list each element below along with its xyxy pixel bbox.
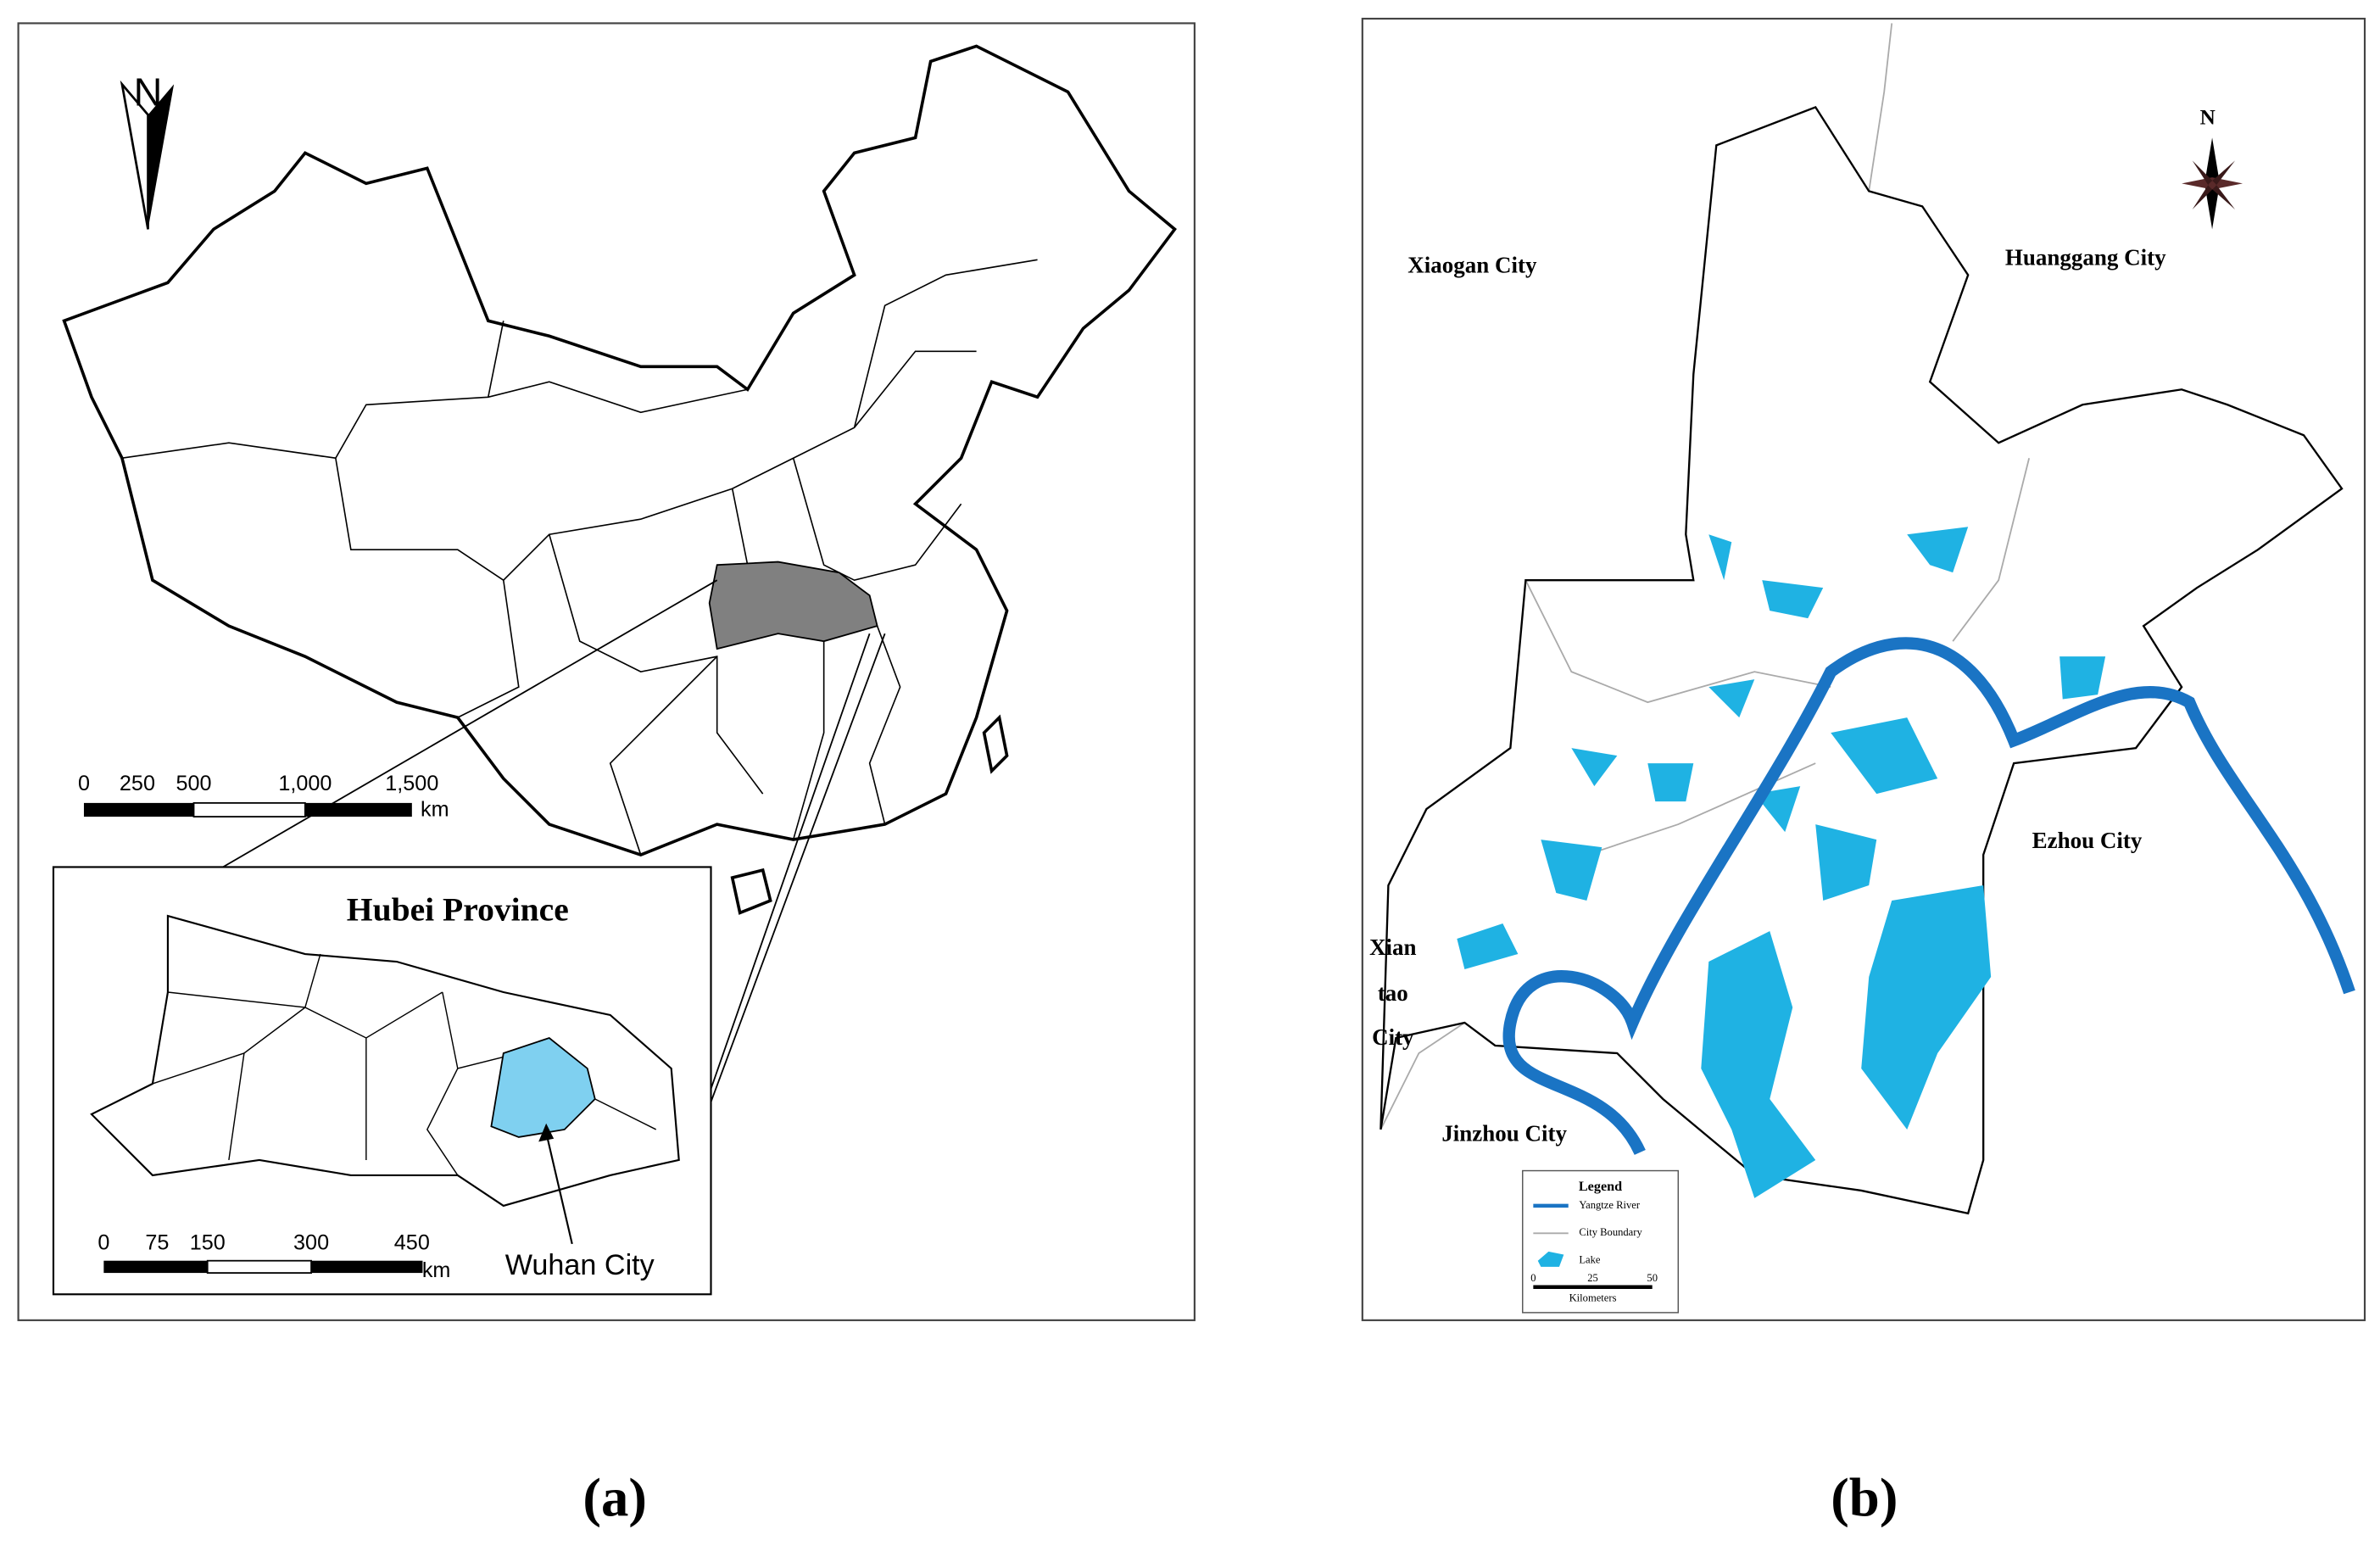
wuhan-highlight bbox=[490, 1036, 596, 1138]
place-label: Jinzhou City bbox=[1441, 1120, 1567, 1146]
panel-b: N Xiaogan City Huanggang City Ezhou City… bbox=[1361, 17, 2366, 1529]
map-shape bbox=[2192, 160, 2236, 209]
yangtze-river bbox=[1502, 637, 2355, 1156]
scale-label: 25 bbox=[1587, 1272, 1598, 1284]
wuhan-label: Wuhan City bbox=[505, 1249, 655, 1281]
legend-label: City Boundary bbox=[1579, 1226, 1642, 1238]
map-shape bbox=[1708, 534, 1732, 581]
scale-label: 0 bbox=[78, 772, 90, 795]
frame bbox=[1361, 17, 2366, 1321]
map-shape bbox=[335, 350, 977, 582]
map-shape bbox=[1815, 824, 1877, 901]
map-shape bbox=[683, 633, 871, 1169]
inset-scale-bar: 0 75 150 300 450 km bbox=[98, 1231, 450, 1282]
scale-unit: Kilometers bbox=[1569, 1292, 1617, 1304]
north-arrow-right bbox=[148, 84, 175, 230]
scale-label: 1,500 bbox=[385, 772, 438, 795]
map-shape bbox=[1541, 840, 1602, 901]
scale-unit: km bbox=[422, 1258, 451, 1282]
map-shape bbox=[868, 625, 901, 825]
islands bbox=[730, 714, 1009, 915]
scale-label: 450 bbox=[394, 1231, 430, 1255]
legend-label: Lake bbox=[1579, 1254, 1601, 1266]
place-label: City bbox=[1372, 1024, 1414, 1050]
caption: (a) bbox=[582, 1468, 647, 1529]
scale-label: 1,000 bbox=[278, 772, 332, 795]
legend: Legend Yangtze River City Boundary Lake … bbox=[1522, 1169, 1680, 1314]
map-shape bbox=[228, 1052, 245, 1161]
map-shape bbox=[792, 641, 825, 840]
map-shape bbox=[1701, 931, 1816, 1198]
scale-bar: 0 250 500 1,000 1,500 km bbox=[78, 772, 449, 822]
place-label: Huanggang City bbox=[2005, 245, 2166, 271]
place-label: Xiaogan City bbox=[1407, 253, 1537, 278]
scale-unit: km bbox=[421, 798, 449, 822]
map-shape bbox=[152, 991, 443, 1085]
north-label: N bbox=[134, 70, 163, 114]
scale-label: 0 bbox=[1530, 1272, 1536, 1284]
scale-label: 75 bbox=[145, 1231, 169, 1255]
north-label: N bbox=[2200, 107, 2216, 130]
map-shape bbox=[121, 381, 748, 460]
legend-title: Legend bbox=[1579, 1179, 1622, 1194]
compass bbox=[2182, 137, 2243, 230]
lakes bbox=[1457, 527, 2106, 1198]
scale-segment bbox=[206, 1259, 312, 1274]
map-shape bbox=[1647, 763, 1694, 802]
map-shape bbox=[1907, 527, 1969, 573]
hubei-divisions bbox=[152, 953, 657, 1176]
scale-bar bbox=[1533, 1285, 1653, 1289]
scale-segment bbox=[103, 1260, 208, 1274]
scale-segment bbox=[192, 801, 306, 817]
scale-label: 50 bbox=[1647, 1272, 1658, 1284]
place-labels: N Xiaogan City Huanggang City Ezhou City… bbox=[1369, 107, 2216, 1147]
map-shape bbox=[1861, 885, 1992, 1130]
map-shape bbox=[792, 458, 962, 582]
china-outline bbox=[62, 44, 1177, 856]
scale-segment bbox=[304, 802, 412, 817]
scale-segment bbox=[311, 1260, 423, 1274]
map-shape bbox=[594, 1098, 657, 1130]
panel-a: N 0 250 500 1,000 1,500 km Hubei Provinc… bbox=[17, 22, 1196, 1529]
map-shape bbox=[2182, 177, 2243, 190]
hubei-highlight bbox=[708, 561, 878, 650]
map-shape bbox=[548, 533, 764, 795]
map-shape bbox=[457, 580, 520, 718]
map-shape bbox=[853, 259, 1038, 428]
map-shape bbox=[488, 321, 504, 398]
caption: (b) bbox=[1831, 1468, 1898, 1529]
wuhan-pointer bbox=[545, 1132, 573, 1245]
province-lines bbox=[121, 259, 1038, 856]
scale-label: 0 bbox=[98, 1231, 109, 1255]
legend-swatch bbox=[1537, 1251, 1564, 1267]
map-shape bbox=[609, 656, 718, 856]
map-shape bbox=[426, 1068, 459, 1176]
scale-label: 250 bbox=[120, 772, 155, 795]
map-shape bbox=[1457, 923, 1519, 970]
place-label: Xian bbox=[1369, 935, 1416, 960]
map-shape bbox=[1831, 717, 1938, 795]
map-shape bbox=[1762, 580, 1824, 619]
pointer-lines bbox=[186, 579, 886, 1169]
place-label: tao bbox=[1378, 980, 1408, 1006]
map-shape bbox=[186, 579, 718, 890]
wuhan-pointer-head bbox=[538, 1123, 555, 1142]
scale-segment bbox=[83, 802, 194, 817]
map-shape bbox=[685, 633, 886, 1169]
scale-label: 150 bbox=[190, 1231, 226, 1255]
map-shape bbox=[1571, 748, 1618, 787]
map-shape bbox=[2060, 656, 2106, 700]
scale-label: 300 bbox=[293, 1231, 329, 1255]
wuhan-boundary bbox=[1380, 105, 2344, 1215]
inset-title: Hubei Province bbox=[347, 891, 569, 929]
scale-label: 500 bbox=[176, 772, 212, 795]
city-boundaries bbox=[1380, 23, 2031, 1130]
place-label: Ezhou City bbox=[2032, 828, 2143, 853]
legend-label: Yangtze River bbox=[1579, 1199, 1641, 1211]
